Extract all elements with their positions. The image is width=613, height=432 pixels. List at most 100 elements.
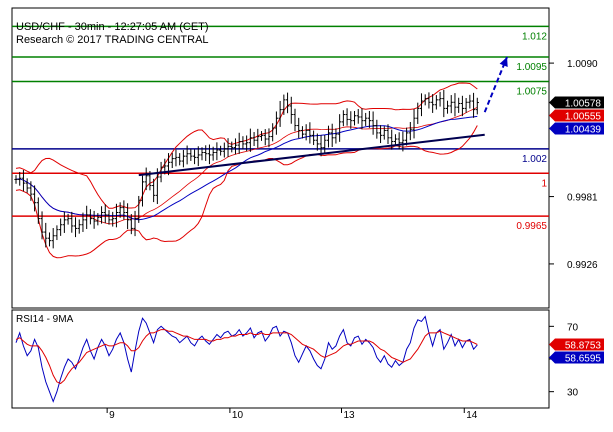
price-bar bbox=[66, 213, 70, 225]
price-bar bbox=[319, 135, 323, 157]
price-bar bbox=[129, 214, 133, 235]
price-bar bbox=[405, 127, 409, 146]
price-bar bbox=[77, 219, 81, 234]
rsi-badges: 58.8753 58.6595 bbox=[549, 338, 604, 365]
price-badge: 1.00439 bbox=[549, 122, 604, 136]
rsi-ma-line bbox=[15, 329, 478, 385]
price-bar bbox=[293, 108, 297, 132]
price-bar bbox=[445, 100, 450, 114]
price-bar bbox=[263, 129, 267, 146]
price-bar bbox=[468, 94, 472, 109]
svg-text:58.6595: 58.6595 bbox=[565, 354, 602, 365]
price-bar bbox=[62, 211, 66, 233]
price-bar bbox=[36, 197, 40, 224]
price-bar bbox=[300, 126, 305, 139]
price-bar bbox=[189, 148, 193, 161]
price-bar bbox=[204, 145, 208, 161]
projection-arrow bbox=[483, 56, 508, 113]
price-bar bbox=[326, 125, 331, 148]
x-axis: 9 10 13 14 bbox=[106, 408, 478, 421]
price-bar bbox=[215, 142, 219, 161]
price-bar bbox=[378, 125, 383, 144]
price-panel: 1.012 1.0095 1.0075 1.002 1 0.9965 USD/CHF - … bbox=[11, 7, 550, 309]
price-bar bbox=[464, 98, 468, 113]
price-bar bbox=[185, 145, 189, 165]
price-bar bbox=[207, 144, 212, 165]
price-bar bbox=[274, 111, 278, 135]
price-bar bbox=[92, 210, 96, 229]
price-bar bbox=[412, 109, 416, 139]
price-bar bbox=[267, 128, 271, 148]
price-bar bbox=[140, 175, 145, 207]
price-bar bbox=[181, 149, 185, 168]
support-trendline bbox=[138, 133, 485, 177]
price-bar bbox=[152, 178, 156, 203]
price-bar bbox=[375, 119, 379, 139]
level-labels: 1.012 1.0095 1.0075 1.002 1 0.9965 bbox=[516, 31, 547, 232]
price-bar bbox=[256, 128, 260, 148]
price-bar bbox=[330, 123, 334, 147]
price-bar bbox=[170, 152, 174, 169]
price-bar bbox=[18, 171, 22, 186]
price-bar bbox=[341, 110, 345, 127]
price-bar bbox=[111, 211, 115, 227]
price-bar bbox=[345, 108, 349, 126]
level-label: 1.0075 bbox=[516, 86, 547, 97]
price-bar bbox=[401, 131, 405, 152]
price-bar bbox=[438, 91, 442, 107]
price-bar bbox=[241, 136, 245, 150]
price-bar bbox=[386, 124, 390, 145]
price-bar bbox=[397, 132, 401, 150]
price-bar bbox=[308, 122, 312, 144]
price-bar bbox=[44, 222, 48, 248]
rsi-tick-label: 70 bbox=[567, 322, 579, 333]
price-bar bbox=[222, 142, 226, 158]
price-bar bbox=[85, 205, 89, 230]
price-bar bbox=[259, 131, 264, 141]
price-bar bbox=[278, 100, 282, 127]
price-bar bbox=[70, 211, 74, 233]
price-bar bbox=[356, 109, 360, 124]
price-bar bbox=[114, 203, 119, 228]
price-bar bbox=[96, 213, 100, 226]
price-bar bbox=[192, 149, 197, 165]
level-lines bbox=[12, 25, 549, 217]
price-bars bbox=[14, 89, 479, 249]
price-bar bbox=[59, 218, 63, 236]
price-bar bbox=[442, 89, 446, 118]
price-bar bbox=[21, 170, 26, 192]
price-bar bbox=[282, 94, 286, 115]
price-bar bbox=[137, 195, 141, 223]
price-bar bbox=[338, 114, 342, 142]
rsi-badge: 58.6595 bbox=[549, 351, 604, 365]
price-bar bbox=[408, 122, 412, 141]
trendline bbox=[138, 56, 508, 177]
price-bar bbox=[51, 228, 55, 249]
price-bar bbox=[226, 138, 230, 158]
price-bar bbox=[382, 126, 386, 140]
svg-text:1.00578: 1.00578 bbox=[565, 99, 602, 110]
price-bar bbox=[126, 203, 130, 230]
price-axis: 1.0090 0.9981 0.9926 bbox=[549, 59, 598, 271]
price-bar bbox=[55, 225, 59, 241]
price-bar bbox=[81, 212, 85, 232]
price-tick-label: 0.9981 bbox=[567, 193, 598, 204]
rsi-panel-frame bbox=[11, 309, 550, 409]
price-bar bbox=[14, 175, 18, 184]
price-bar bbox=[367, 110, 371, 128]
price-bar bbox=[107, 210, 111, 225]
price-bar bbox=[245, 135, 249, 152]
rsi-tick-label: 30 bbox=[567, 388, 579, 399]
price-bar bbox=[25, 178, 29, 193]
x-tick-label: 14 bbox=[466, 410, 478, 421]
rsi-title: RSI14 - 9MA bbox=[16, 314, 74, 325]
rsi-lines bbox=[15, 315, 478, 403]
price-bar bbox=[427, 92, 431, 109]
price-bar bbox=[360, 108, 364, 130]
price-bar bbox=[312, 130, 316, 146]
price-bar bbox=[349, 111, 353, 129]
level-label: 0.9965 bbox=[516, 221, 547, 232]
price-bar bbox=[334, 128, 338, 144]
price-bar bbox=[73, 217, 78, 238]
